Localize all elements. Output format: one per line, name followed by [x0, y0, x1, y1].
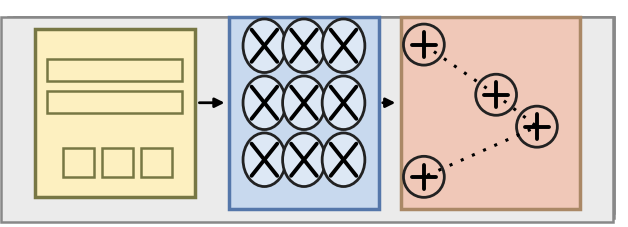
Ellipse shape	[283, 133, 325, 187]
Bar	[63, 149, 94, 177]
FancyBboxPatch shape	[14, 18, 614, 213]
Ellipse shape	[404, 157, 445, 197]
Ellipse shape	[322, 77, 365, 130]
Ellipse shape	[283, 20, 325, 73]
Bar	[47, 92, 182, 114]
FancyBboxPatch shape	[1, 18, 613, 222]
FancyBboxPatch shape	[401, 18, 580, 209]
Ellipse shape	[243, 77, 286, 130]
Ellipse shape	[243, 133, 286, 187]
Ellipse shape	[476, 75, 516, 116]
Ellipse shape	[243, 20, 286, 73]
Ellipse shape	[322, 20, 365, 73]
Ellipse shape	[322, 133, 365, 187]
FancyBboxPatch shape	[35, 30, 195, 197]
Bar	[102, 149, 133, 177]
Bar	[47, 60, 182, 82]
Ellipse shape	[516, 107, 557, 148]
Ellipse shape	[283, 77, 325, 130]
Ellipse shape	[404, 25, 445, 66]
FancyBboxPatch shape	[229, 18, 379, 209]
FancyBboxPatch shape	[8, 18, 614, 218]
Bar	[141, 149, 172, 177]
